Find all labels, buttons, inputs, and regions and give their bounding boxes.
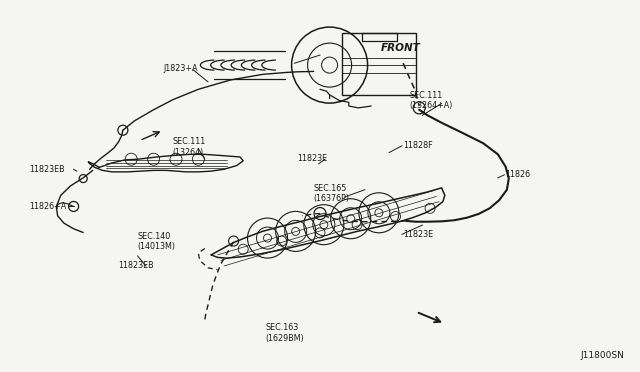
Text: 11826+A: 11826+A [29,202,66,211]
Text: J11800SN: J11800SN [580,351,624,360]
Text: SEC.140
(14013M): SEC.140 (14013M) [138,232,175,251]
Text: SEC.111
(13264): SEC.111 (13264) [173,137,206,157]
Text: 11823EB: 11823EB [118,262,154,270]
Text: J1823+A: J1823+A [163,64,198,73]
Text: 11823EB: 11823EB [29,165,65,174]
Text: SEC.163
(1629BM): SEC.163 (1629BM) [266,323,305,343]
Text: 11826: 11826 [506,170,531,179]
Text: SEC.111
(13264+A): SEC.111 (13264+A) [410,91,453,110]
Text: SEC.165
(16376P): SEC.165 (16376P) [314,184,349,203]
Text: FRONT: FRONT [381,43,420,52]
Text: 11828F: 11828F [403,141,433,150]
Text: 11823E: 11823E [403,230,433,239]
Text: 11823E: 11823E [298,154,328,163]
